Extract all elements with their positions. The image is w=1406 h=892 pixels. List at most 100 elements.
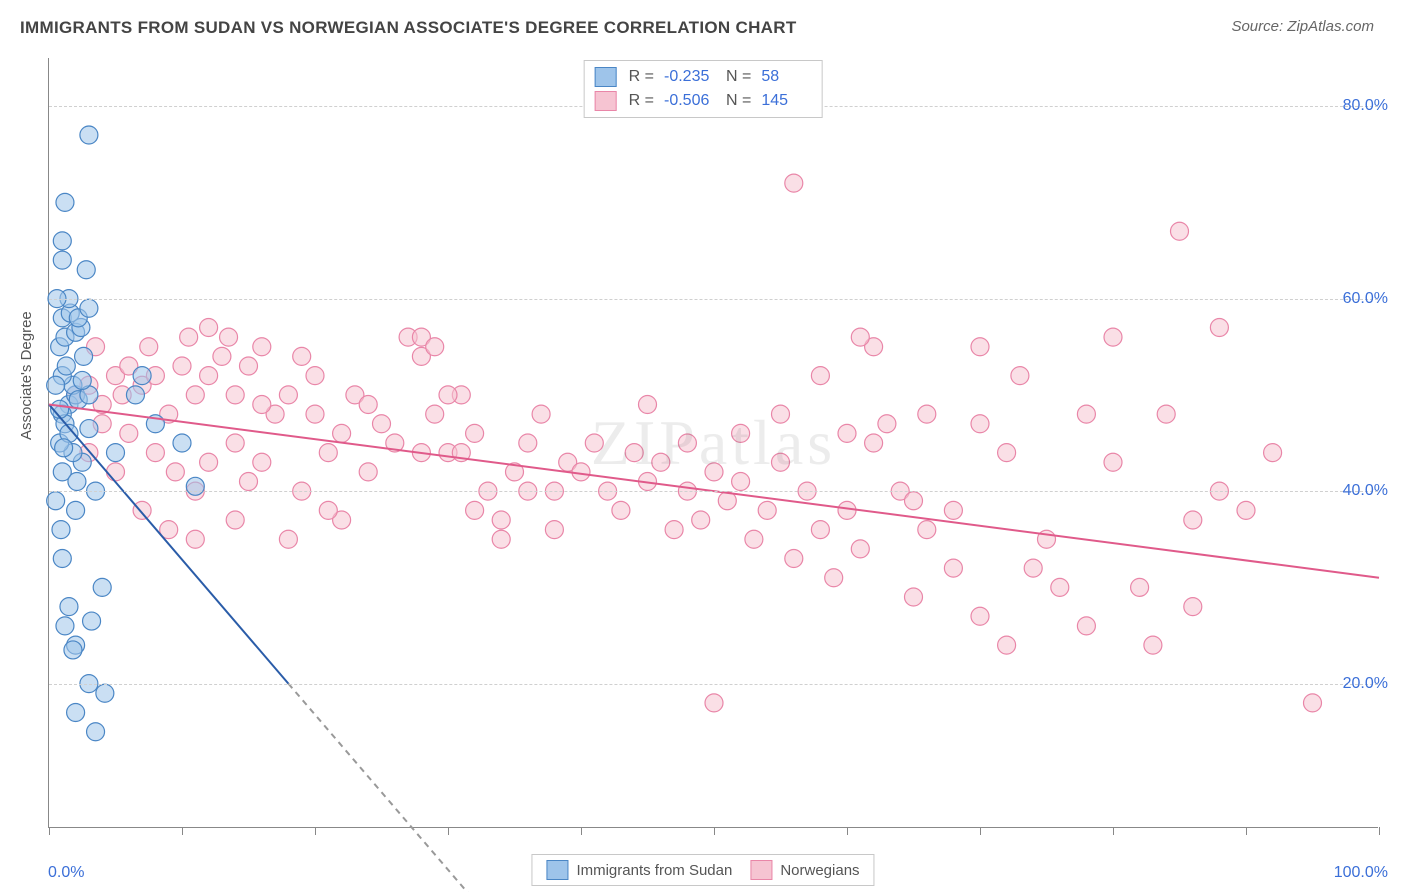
data-point: [785, 550, 803, 568]
data-point: [758, 501, 776, 519]
data-point: [200, 367, 218, 385]
legend: Immigrants from Sudan Norwegians: [531, 854, 874, 886]
legend-label-norwegian: Norwegians: [780, 862, 859, 879]
swatch-norwegian: [595, 91, 617, 111]
data-point: [865, 434, 883, 452]
data-point: [53, 251, 71, 269]
data-point: [612, 501, 630, 519]
data-point: [180, 328, 198, 346]
gridline: [49, 299, 1378, 300]
scatter-svg: [49, 58, 1378, 827]
source-label: Source: ZipAtlas.com: [1231, 18, 1374, 35]
data-point: [306, 367, 324, 385]
data-point: [732, 473, 750, 491]
r-value-norwegian: -0.506: [664, 92, 714, 110]
data-point: [944, 559, 962, 577]
data-point: [47, 492, 65, 510]
data-point: [186, 477, 204, 495]
data-point: [60, 598, 78, 616]
data-point: [240, 473, 258, 491]
data-point: [1144, 636, 1162, 654]
data-point: [133, 367, 151, 385]
data-point: [56, 617, 74, 635]
x-axis-start-label: 0.0%: [48, 864, 84, 882]
data-point: [279, 386, 297, 404]
data-point: [905, 492, 923, 510]
data-point: [838, 501, 856, 519]
data-point: [545, 521, 563, 539]
r-label: R =: [629, 92, 654, 110]
data-point: [73, 371, 91, 389]
data-point: [426, 338, 444, 356]
r-label: R =: [629, 68, 654, 86]
data-point: [1210, 319, 1228, 337]
data-point: [107, 444, 125, 462]
data-point: [87, 723, 105, 741]
data-point: [585, 434, 603, 452]
data-point: [625, 444, 643, 462]
y-tick-label: 80.0%: [1343, 97, 1388, 115]
data-point: [772, 453, 790, 471]
data-point: [439, 386, 457, 404]
legend-item-norwegian: Norwegians: [750, 860, 859, 880]
data-point: [226, 511, 244, 529]
data-point: [998, 444, 1016, 462]
data-point: [293, 347, 311, 365]
data-point: [1131, 578, 1149, 596]
data-point: [67, 501, 85, 519]
x-tick: [182, 827, 183, 835]
data-point: [838, 424, 856, 442]
data-point: [785, 174, 803, 192]
x-tick: [49, 827, 50, 835]
data-point: [226, 386, 244, 404]
x-tick: [847, 827, 848, 835]
n-value-norwegian: 145: [761, 92, 811, 110]
x-tick: [1113, 827, 1114, 835]
data-point: [918, 521, 936, 539]
data-point: [1304, 694, 1322, 712]
legend-item-sudan: Immigrants from Sudan: [546, 860, 732, 880]
data-point: [96, 684, 114, 702]
data-point: [55, 439, 73, 457]
n-label: N =: [726, 68, 751, 86]
legend-swatch-sudan: [546, 860, 568, 880]
data-point: [53, 232, 71, 250]
stats-row-sudan: R = -0.235 N = 58: [595, 65, 812, 89]
x-tick: [714, 827, 715, 835]
y-tick-label: 40.0%: [1343, 482, 1388, 500]
data-point: [1171, 222, 1189, 240]
data-point: [126, 386, 144, 404]
data-point: [1104, 328, 1122, 346]
x-tick: [980, 827, 981, 835]
data-point: [226, 434, 244, 452]
data-point: [83, 612, 101, 630]
chart-title: IMMIGRANTS FROM SUDAN VS NORWEGIAN ASSOC…: [20, 18, 797, 37]
data-point: [253, 453, 271, 471]
data-point: [426, 405, 444, 423]
stats-row-norwegian: R = -0.506 N = 145: [595, 89, 812, 113]
data-point: [333, 424, 351, 442]
data-point: [998, 636, 1016, 654]
y-axis-label: Associate's Degree: [18, 311, 35, 440]
swatch-sudan: [595, 67, 617, 87]
y-tick-label: 20.0%: [1343, 675, 1388, 693]
data-point: [77, 261, 95, 279]
gridline: [49, 684, 1378, 685]
data-point: [359, 463, 377, 481]
x-tick: [1246, 827, 1247, 835]
data-point: [213, 347, 231, 365]
correlation-stats-box: R = -0.235 N = 58 R = -0.506 N = 145: [584, 60, 823, 118]
data-point: [253, 338, 271, 356]
data-point: [811, 521, 829, 539]
data-point: [1104, 453, 1122, 471]
data-point: [1024, 559, 1042, 577]
data-point: [279, 530, 297, 548]
data-point: [678, 434, 696, 452]
data-point: [173, 434, 191, 452]
data-point: [80, 126, 98, 144]
data-point: [572, 463, 590, 481]
data-point: [825, 569, 843, 587]
data-point: [306, 405, 324, 423]
data-point: [80, 420, 98, 438]
data-point: [492, 511, 510, 529]
